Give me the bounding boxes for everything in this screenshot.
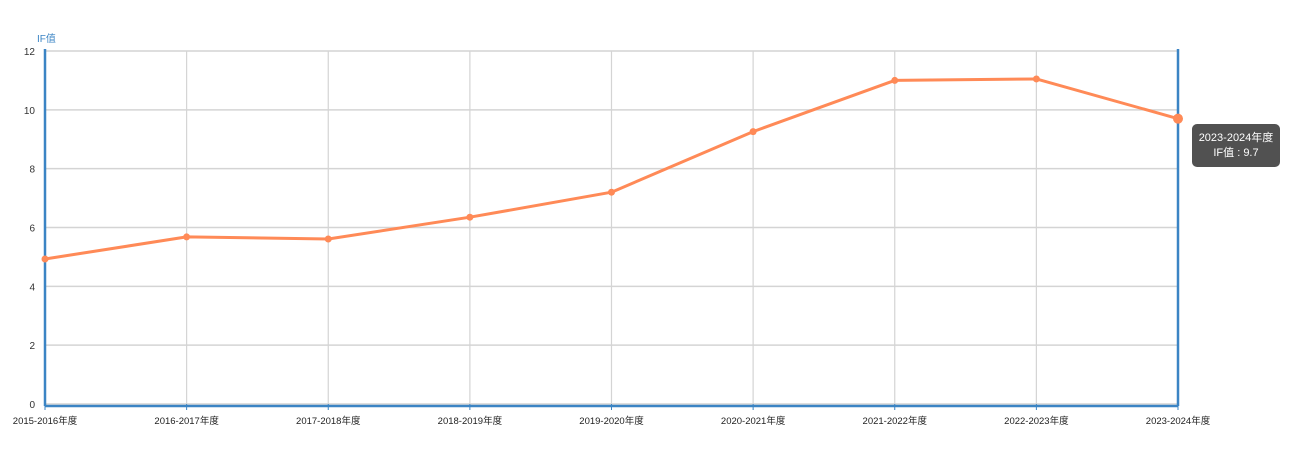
y-tick-label: 8 bbox=[29, 165, 35, 176]
tooltip: 2023-2024年度 IF值 : 9.7 bbox=[1192, 124, 1280, 167]
data-point bbox=[1173, 113, 1183, 124]
y-tick-label: 12 bbox=[24, 47, 36, 58]
data-point bbox=[466, 213, 474, 221]
x-tick-label: 2022-2023年度 bbox=[1004, 415, 1069, 427]
x-tick-label: 2017-2018年度 bbox=[296, 415, 361, 427]
y-tick-label: 2 bbox=[29, 341, 35, 352]
y-tick-label: 0 bbox=[29, 400, 35, 411]
data-point bbox=[891, 76, 899, 84]
x-tick-label: 2019-2020年度 bbox=[579, 415, 644, 427]
data-point bbox=[183, 233, 191, 241]
y-tick-label: 6 bbox=[29, 224, 35, 235]
x-tick-label: 2015-2016年度 bbox=[13, 415, 78, 427]
x-tick-label: 2020-2021年度 bbox=[721, 415, 786, 427]
data-point bbox=[1032, 75, 1040, 83]
y-tick-label: 4 bbox=[29, 282, 35, 293]
data-point bbox=[608, 188, 615, 196]
x-tick-label: 2021-2022年度 bbox=[863, 415, 928, 427]
y-axis-title: IF值 bbox=[37, 32, 56, 45]
x-tick-label: 2018-2019年度 bbox=[438, 415, 503, 427]
data-point bbox=[41, 255, 49, 263]
data-point bbox=[749, 128, 757, 136]
tooltip-value: IF值 : 9.7 bbox=[1213, 147, 1259, 159]
data-point bbox=[324, 235, 332, 243]
y-tick-label: 10 bbox=[24, 106, 36, 117]
x-tick-label: 2016-2017年度 bbox=[154, 415, 219, 427]
tooltip-title: 2023-2024年度 bbox=[1198, 132, 1274, 144]
x-tick-label: 2023-2024年度 bbox=[1146, 415, 1211, 427]
